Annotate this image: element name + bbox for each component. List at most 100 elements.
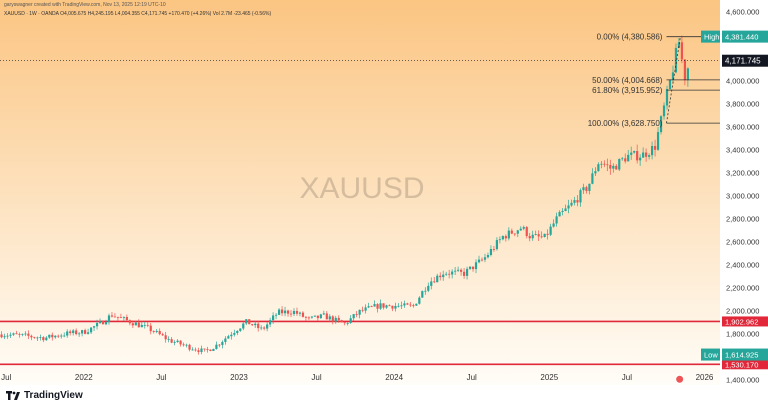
candle-body[interactable] xyxy=(430,281,433,286)
candle-body[interactable] xyxy=(260,327,263,329)
candle-body[interactable] xyxy=(659,116,663,133)
candle-body[interactable] xyxy=(221,341,224,345)
candle-body[interactable] xyxy=(206,349,209,351)
candle-body[interactable] xyxy=(84,330,87,334)
candle-body[interactable] xyxy=(683,59,687,81)
candle-body[interactable] xyxy=(349,318,352,323)
candle-body[interactable] xyxy=(66,331,69,336)
candle-body[interactable] xyxy=(286,310,290,314)
candle-body[interactable] xyxy=(277,309,281,315)
candle-body[interactable] xyxy=(653,146,657,150)
candle-body[interactable] xyxy=(137,322,140,328)
candle-body[interactable] xyxy=(591,173,594,184)
candle-body[interactable] xyxy=(27,333,30,336)
candle-body[interactable] xyxy=(543,233,546,237)
candle-body[interactable] xyxy=(650,146,654,156)
candle-body[interactable] xyxy=(468,266,472,269)
candle-body[interactable] xyxy=(75,330,78,335)
candle-body[interactable] xyxy=(42,337,45,341)
candle-body[interactable] xyxy=(376,304,379,309)
candle-body[interactable] xyxy=(480,259,484,261)
candle-body[interactable] xyxy=(301,312,305,317)
candle-body[interactable] xyxy=(603,163,606,165)
candle-body[interactable] xyxy=(274,314,278,316)
candle-body[interactable] xyxy=(325,313,328,320)
candle-body[interactable] xyxy=(125,317,128,321)
candle-body[interactable] xyxy=(492,249,496,250)
candle-body[interactable] xyxy=(89,327,93,333)
candle-body[interactable] xyxy=(406,303,409,305)
candle-body[interactable] xyxy=(212,348,215,351)
candle-body[interactable] xyxy=(686,68,689,81)
candle-body[interactable] xyxy=(454,270,457,272)
candle-body[interactable] xyxy=(152,331,155,332)
candle-body[interactable] xyxy=(24,333,27,335)
candle-body[interactable] xyxy=(561,210,564,212)
candle-body[interactable] xyxy=(516,230,519,234)
candle-body[interactable] xyxy=(501,236,504,240)
candle-body[interactable] xyxy=(242,323,245,329)
candle-body[interactable] xyxy=(567,205,570,209)
candle-body[interactable] xyxy=(149,325,152,332)
candle-body[interactable] xyxy=(612,165,615,169)
candle-body[interactable] xyxy=(263,327,266,329)
candle-body[interactable] xyxy=(167,339,170,340)
candle-body[interactable] xyxy=(161,334,164,336)
candle-body[interactable] xyxy=(552,223,555,227)
candle-body[interactable] xyxy=(424,290,427,292)
candle-body[interactable] xyxy=(385,305,388,308)
candle-body[interactable] xyxy=(283,310,287,314)
candle-body[interactable] xyxy=(92,326,96,328)
candle-body[interactable] xyxy=(173,342,176,343)
candle-body[interactable] xyxy=(448,273,451,275)
candle-body[interactable] xyxy=(39,337,42,338)
candle-body[interactable] xyxy=(433,281,436,283)
candle-body[interactable] xyxy=(197,350,200,352)
candle-body[interactable] xyxy=(269,320,272,325)
candle-body[interactable] xyxy=(352,314,355,319)
candle-body[interactable] xyxy=(513,233,516,235)
candle-body[interactable] xyxy=(227,336,230,339)
candle-body[interactable] xyxy=(361,309,364,311)
candle-body[interactable] xyxy=(179,340,182,345)
candle-body[interactable] xyxy=(218,344,221,346)
candle-body[interactable] xyxy=(525,227,528,237)
tradingview-brand[interactable]: TradingView xyxy=(6,390,83,401)
candle-body[interactable] xyxy=(3,336,6,338)
candle-body[interactable] xyxy=(280,309,284,314)
candle-body[interactable] xyxy=(636,151,639,161)
candle-body[interactable] xyxy=(33,337,36,339)
candle-body[interactable] xyxy=(600,163,603,165)
candle-body[interactable] xyxy=(316,315,319,319)
candle-body[interactable] xyxy=(355,314,358,315)
candle-body[interactable] xyxy=(639,157,642,161)
candle-body[interactable] xyxy=(394,305,397,309)
candle-body[interactable] xyxy=(582,187,585,191)
candle-body[interactable] xyxy=(662,105,666,117)
candle-body[interactable] xyxy=(15,333,18,335)
candle-body[interactable] xyxy=(86,332,90,334)
candle-body[interactable] xyxy=(21,333,24,335)
candle-body[interactable] xyxy=(624,158,627,162)
candle-body[interactable] xyxy=(546,233,549,235)
candle-body[interactable] xyxy=(358,309,361,315)
candle-body[interactable] xyxy=(60,335,63,337)
candle-body[interactable] xyxy=(346,322,349,324)
candle-body[interactable] xyxy=(239,328,242,331)
candle-body[interactable] xyxy=(427,285,430,291)
candle-body[interactable] xyxy=(30,335,33,338)
candle-body[interactable] xyxy=(113,316,117,318)
candle-body[interactable] xyxy=(540,236,543,238)
candle-body[interactable] xyxy=(188,344,191,350)
candle-body[interactable] xyxy=(176,340,179,343)
candle-body[interactable] xyxy=(134,322,137,326)
candle-body[interactable] xyxy=(107,315,111,323)
candle-body[interactable] xyxy=(558,211,561,217)
candle-body[interactable] xyxy=(289,313,293,315)
candle-body[interactable] xyxy=(609,165,612,169)
candle-body[interactable] xyxy=(9,334,12,336)
candle-body[interactable] xyxy=(328,316,331,320)
candle-body[interactable] xyxy=(507,230,510,239)
candle-body[interactable] xyxy=(146,324,149,326)
candle-body[interactable] xyxy=(310,316,313,318)
